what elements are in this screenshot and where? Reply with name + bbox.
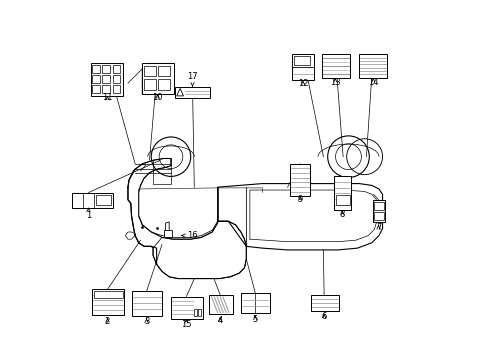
Text: 13: 13 <box>329 78 340 87</box>
Bar <box>142 63 174 94</box>
Bar <box>171 297 202 319</box>
Bar <box>112 65 120 73</box>
Bar <box>144 66 156 76</box>
Text: 9: 9 <box>297 194 302 203</box>
Text: 8: 8 <box>339 210 345 219</box>
Bar <box>131 291 162 316</box>
Bar <box>92 85 100 93</box>
Text: 4: 4 <box>217 316 222 325</box>
Text: 1: 1 <box>86 208 91 220</box>
Text: 16: 16 <box>181 231 198 240</box>
Bar <box>373 212 383 220</box>
Bar <box>208 295 233 315</box>
Bar <box>102 75 110 83</box>
Bar <box>241 293 269 313</box>
Bar <box>158 79 169 90</box>
Bar <box>310 295 338 311</box>
Bar <box>333 176 351 211</box>
Bar <box>92 65 100 73</box>
Text: 2: 2 <box>104 317 110 326</box>
Text: 15: 15 <box>181 320 191 329</box>
Text: 17: 17 <box>187 72 198 86</box>
Bar <box>194 310 197 316</box>
Bar <box>291 54 313 80</box>
Bar <box>372 200 384 222</box>
Text: 14: 14 <box>367 78 378 87</box>
Bar <box>158 66 169 76</box>
Bar <box>112 85 120 93</box>
Text: 11: 11 <box>102 93 113 102</box>
Text: 12: 12 <box>297 80 307 89</box>
Bar <box>92 75 100 83</box>
Bar <box>293 56 310 65</box>
Bar <box>112 75 120 83</box>
Bar <box>96 195 111 205</box>
Text: 3: 3 <box>143 317 149 326</box>
Text: 10: 10 <box>152 93 163 102</box>
Bar <box>102 65 110 73</box>
Bar <box>163 230 171 237</box>
Bar <box>321 54 349 78</box>
Bar <box>91 63 123 96</box>
Text: 6: 6 <box>321 312 326 321</box>
Bar <box>72 193 113 208</box>
Bar <box>373 202 383 210</box>
Bar <box>174 87 210 98</box>
Bar <box>92 289 124 315</box>
Bar <box>102 85 110 93</box>
Text: 5: 5 <box>252 315 257 324</box>
Bar <box>94 291 122 298</box>
Bar <box>198 310 201 316</box>
Bar <box>144 79 156 90</box>
Text: 7: 7 <box>375 223 381 232</box>
Polygon shape <box>176 88 183 96</box>
Bar <box>290 164 309 196</box>
Bar <box>335 195 349 205</box>
Bar <box>359 54 386 78</box>
